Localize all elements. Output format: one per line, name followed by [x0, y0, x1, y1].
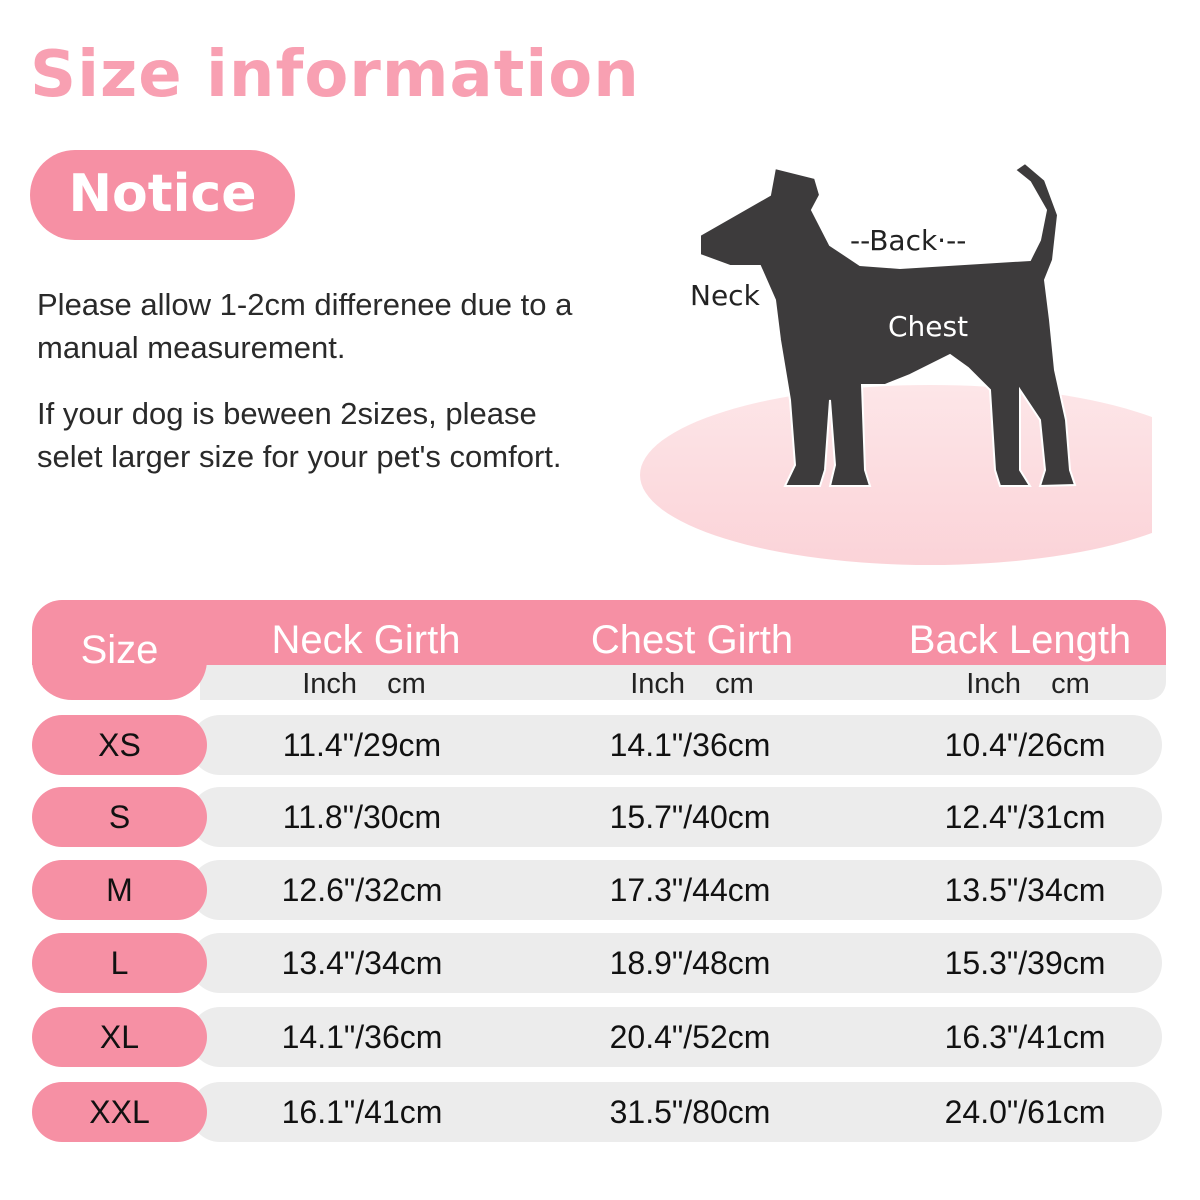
table-cell: 13.5"/34cm [944, 872, 1106, 908]
table-cell: 20.4"/52cm [609, 1019, 771, 1055]
table-cell: 11.8"/30cm [282, 799, 442, 835]
size-label: L [32, 933, 207, 993]
size-label: XXL [32, 1082, 207, 1142]
table-row [190, 715, 1162, 775]
notice-badge: Notice [30, 150, 295, 240]
size-label: XS [32, 715, 207, 775]
table-header [32, 600, 1166, 665]
back-units: Inch cm [966, 668, 1090, 700]
chest-units: Inch cm [630, 668, 754, 700]
dog-measurement-diagram: Neck --Back·-- Chest [640, 150, 1160, 570]
table-cell: 16.1"/41cm [281, 1094, 443, 1130]
neck-units: Inch cm [302, 668, 426, 700]
units-strip [200, 665, 1166, 700]
neck-label: Neck [690, 279, 761, 312]
table-cell: 17.3"/44cm [609, 872, 771, 908]
table-cell: 12.4"/31cm [944, 799, 1106, 835]
size-label: S [32, 787, 207, 847]
back-label: --Back·-- [850, 224, 966, 257]
chest-girth-header: Chest Girth [590, 618, 794, 662]
size-label: XL [32, 1007, 207, 1067]
neck-girth-header: Neck Girth [271, 618, 461, 662]
table-cell: 16.3"/41cm [944, 1019, 1106, 1055]
table-row [190, 1082, 1162, 1142]
table-cell: 14.1"/36cm [609, 727, 771, 763]
notice-text-2: If your dog is beween 2sizes, please sel… [37, 396, 562, 474]
table-cell: 31.5"/80cm [609, 1094, 771, 1130]
table-cell: 24.0"/61cm [944, 1094, 1106, 1130]
chest-label: Chest [888, 310, 968, 343]
table-row [190, 787, 1162, 847]
table-cell: 18.9"/48cm [609, 945, 771, 981]
size-column-header: Size [32, 600, 207, 700]
table-row [190, 1007, 1162, 1067]
table-cell: 13.4"/34cm [281, 945, 443, 981]
size-label: M [32, 860, 207, 920]
table-cell: 14.1"/36cm [281, 1019, 443, 1055]
table-cell: 11.4"/29cm [282, 727, 442, 763]
table-cell: 15.3"/39cm [944, 945, 1106, 981]
notice-text-1: Please allow 1-2cm differenee due to a m… [37, 287, 573, 365]
floor-shadow [640, 385, 1160, 565]
page-title: Size information [30, 38, 640, 112]
dog-silhouette-icon [699, 161, 1077, 488]
table-cell: 10.4"/26cm [944, 727, 1106, 763]
table-row [190, 933, 1162, 993]
table-cell: 12.6"/32cm [281, 872, 443, 908]
back-length-header: Back Length [908, 618, 1132, 662]
table-row [190, 860, 1162, 920]
table-cell: 15.7"/40cm [609, 799, 771, 835]
